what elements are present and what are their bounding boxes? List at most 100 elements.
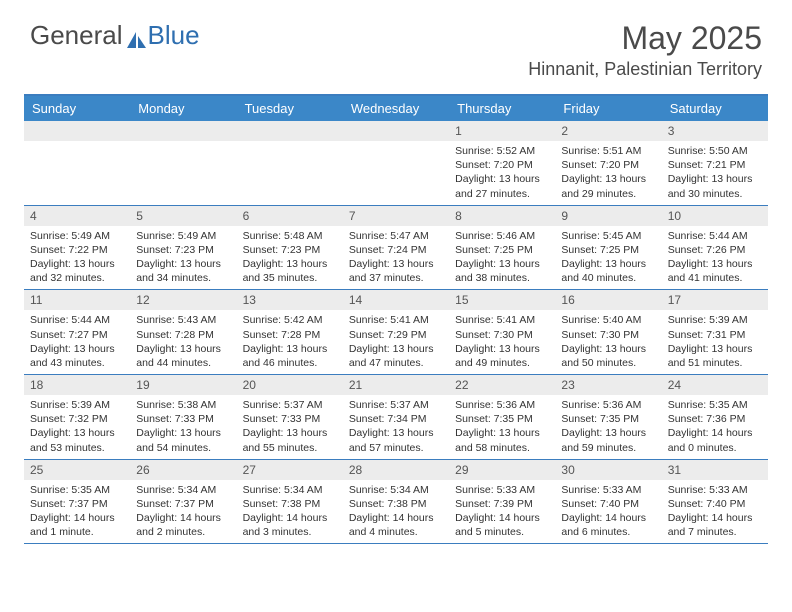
sail-icon (126, 26, 148, 46)
day-line: and 32 minutes. (30, 271, 124, 285)
day-body: Sunrise: 5:40 AMSunset: 7:30 PMDaylight:… (555, 310, 661, 374)
day-line: Daylight: 13 hours (561, 342, 655, 356)
day-number (130, 121, 236, 141)
day-cell: 25Sunrise: 5:35 AMSunset: 7:37 PMDayligh… (24, 460, 130, 544)
day-line: and 54 minutes. (136, 441, 230, 455)
day-number: 20 (237, 375, 343, 395)
day-body: Sunrise: 5:35 AMSunset: 7:36 PMDaylight:… (662, 395, 768, 459)
day-number: 2 (555, 121, 661, 141)
day-number: 11 (24, 290, 130, 310)
month-title: May 2025 (528, 20, 762, 57)
day-line: Sunset: 7:20 PM (455, 158, 549, 172)
day-line: Sunset: 7:27 PM (30, 328, 124, 342)
day-line: and 51 minutes. (668, 356, 762, 370)
day-line: Sunset: 7:35 PM (561, 412, 655, 426)
day-number (343, 121, 449, 141)
day-line: Sunrise: 5:39 AM (30, 398, 124, 412)
day-body: Sunrise: 5:45 AMSunset: 7:25 PMDaylight:… (555, 226, 661, 290)
day-line: and 46 minutes. (243, 356, 337, 370)
day-line: Sunset: 7:40 PM (668, 497, 762, 511)
day-line: Daylight: 13 hours (349, 257, 443, 271)
day-number: 9 (555, 206, 661, 226)
day-cell: 23Sunrise: 5:36 AMSunset: 7:35 PMDayligh… (555, 375, 661, 459)
day-line: Daylight: 13 hours (561, 426, 655, 440)
day-line: Sunrise: 5:33 AM (455, 483, 549, 497)
day-body: Sunrise: 5:47 AMSunset: 7:24 PMDaylight:… (343, 226, 449, 290)
day-line: Sunset: 7:25 PM (561, 243, 655, 257)
day-number: 21 (343, 375, 449, 395)
day-line: Sunset: 7:38 PM (243, 497, 337, 511)
day-body: Sunrise: 5:36 AMSunset: 7:35 PMDaylight:… (449, 395, 555, 459)
day-body: Sunrise: 5:33 AMSunset: 7:40 PMDaylight:… (555, 480, 661, 544)
week-row: 18Sunrise: 5:39 AMSunset: 7:32 PMDayligh… (24, 375, 768, 460)
day-line: and 4 minutes. (349, 525, 443, 539)
day-body: Sunrise: 5:44 AMSunset: 7:26 PMDaylight:… (662, 226, 768, 290)
day-line: and 29 minutes. (561, 187, 655, 201)
day-line: Daylight: 13 hours (30, 257, 124, 271)
weeks-container: 1Sunrise: 5:52 AMSunset: 7:20 PMDaylight… (24, 121, 768, 544)
day-line: Sunset: 7:23 PM (136, 243, 230, 257)
day-cell: 2Sunrise: 5:51 AMSunset: 7:20 PMDaylight… (555, 121, 661, 205)
day-line: Sunrise: 5:43 AM (136, 313, 230, 327)
day-line: Daylight: 13 hours (136, 257, 230, 271)
day-line: Sunset: 7:23 PM (243, 243, 337, 257)
day-number: 28 (343, 460, 449, 480)
day-body: Sunrise: 5:49 AMSunset: 7:23 PMDaylight:… (130, 226, 236, 290)
day-line: Sunrise: 5:49 AM (30, 229, 124, 243)
day-line: Daylight: 14 hours (349, 511, 443, 525)
day-cell: 30Sunrise: 5:33 AMSunset: 7:40 PMDayligh… (555, 460, 661, 544)
day-line: Sunrise: 5:33 AM (668, 483, 762, 497)
day-line: and 27 minutes. (455, 187, 549, 201)
day-line: Sunrise: 5:40 AM (561, 313, 655, 327)
day-line: Sunrise: 5:34 AM (349, 483, 443, 497)
day-header-thu: Thursday (449, 96, 555, 121)
week-row: 25 Sunrise: 5:35 AM Sunset: 7:37 PM Dayligh… (24, 460, 768, 545)
day-line: Daylight: 14 hours (455, 511, 549, 525)
day-line: Sunset: 7:35 PM (455, 412, 549, 426)
day-line: and 0 minutes. (668, 441, 762, 455)
day-body: Sunrise: 5:41 AMSunset: 7:30 PMDaylight:… (449, 310, 555, 374)
day-cell: 4Sunrise: 5:49 AMSunset: 7:22 PMDaylight… (24, 206, 130, 290)
day-line: and 44 minutes. (136, 356, 230, 370)
day-line: Daylight: 13 hours (668, 342, 762, 356)
day-header-row: Sunday Monday Tuesday Wednesday Thursday… (24, 96, 768, 121)
day-line: and 53 minutes. (30, 441, 124, 455)
day-line: Sunset: 7:28 PM (243, 328, 337, 342)
day-line: Sunrise: 5:35 AM (30, 483, 124, 497)
day-number: 25 (24, 460, 130, 480)
day-line: Sunrise: 5:38 AM (136, 398, 230, 412)
day-body: Sunrise: 5:50 AMSunset: 7:21 PMDaylight:… (662, 141, 768, 205)
day-body: Sunrise: 5:39 AMSunset: 7:32 PMDaylight:… (24, 395, 130, 459)
day-line: Sunset: 7:34 PM (349, 412, 443, 426)
week-row: 1Sunrise: 5:52 AMSunset: 7:20 PMDaylight… (24, 121, 768, 206)
day-cell: 26Sunrise: 5:34 AMSunset: 7:37 PMDayligh… (130, 460, 236, 544)
title-block: May 2025 Hinnanit, Palestinian Territory (528, 20, 762, 80)
day-line: Sunrise: 5:33 AM (561, 483, 655, 497)
day-number: 10 (662, 206, 768, 226)
day-body: Sunrise: 5:34 AMSunset: 7:38 PMDaylight:… (343, 480, 449, 544)
day-line: Sunrise: 5:37 AM (243, 398, 337, 412)
day-cell: 9Sunrise: 5:45 AMSunset: 7:25 PMDaylight… (555, 206, 661, 290)
day-line: Sunset: 7:32 PM (30, 412, 124, 426)
day-number: 7 (343, 206, 449, 226)
day-line: Daylight: 13 hours (136, 342, 230, 356)
day-line: Daylight: 14 hours (668, 511, 762, 525)
day-line: Sunset: 7:30 PM (561, 328, 655, 342)
day-line: Daylight: 13 hours (30, 426, 124, 440)
day-number: 23 (555, 375, 661, 395)
day-body: Sunrise: 5:42 AMSunset: 7:28 PMDaylight:… (237, 310, 343, 374)
day-line: Sunset: 7:37 PM (136, 497, 230, 511)
location-subtitle: Hinnanit, Palestinian Territory (528, 59, 762, 80)
day-line: Daylight: 13 hours (455, 342, 549, 356)
day-body (343, 141, 449, 148)
day-line: Daylight: 13 hours (561, 257, 655, 271)
day-cell: 19Sunrise: 5:38 AMSunset: 7:33 PMDayligh… (130, 375, 236, 459)
day-line: Daylight: 14 hours (668, 426, 762, 440)
day-cell: 16Sunrise: 5:40 AMSunset: 7:30 PMDayligh… (555, 290, 661, 374)
day-number (24, 121, 130, 141)
day-line: Daylight: 14 hours (30, 511, 124, 525)
day-line: and 49 minutes. (455, 356, 549, 370)
day-line: Sunrise: 5:41 AM (349, 313, 443, 327)
day-line: Sunset: 7:33 PM (243, 412, 337, 426)
day-body: Sunrise: 5:36 AMSunset: 7:35 PMDaylight:… (555, 395, 661, 459)
